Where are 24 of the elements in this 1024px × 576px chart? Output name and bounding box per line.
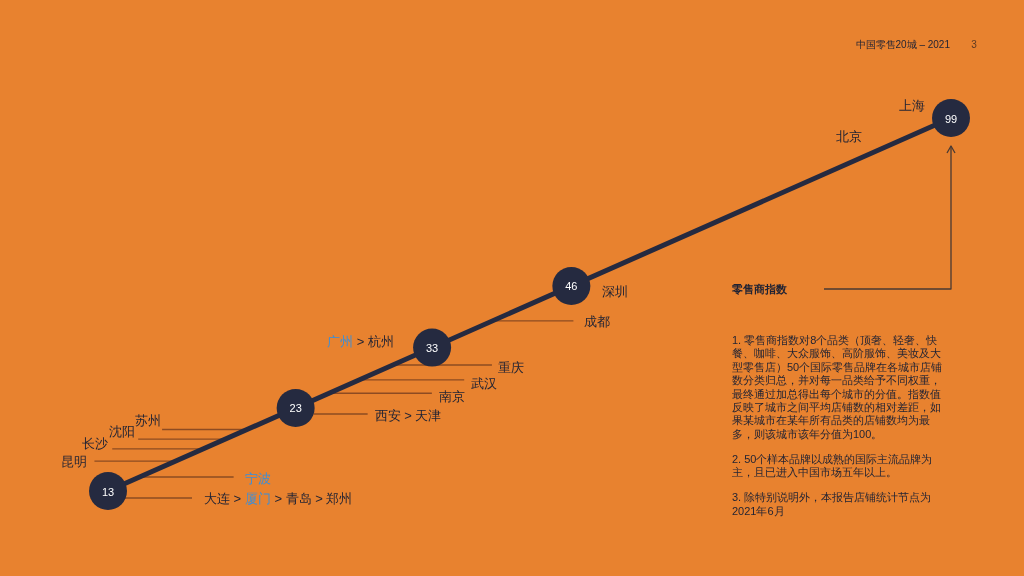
category-label: 苏州 <box>135 412 162 428</box>
data-label: 33 <box>425 342 439 355</box>
category-label: 上海 <box>899 97 925 113</box>
category-label: 南京 <box>438 388 465 404</box>
notes: 1. 零售商指数对8个品类（顶奢、轻奢、快餐、咖啡、大众服饰、高阶服饰、美妆及大型零售店）50个国际零售品牌在各城市店铺数分类归总，并对每一品类给予不同权重，最终通过加总得出每个城市的分值。指数值反映了城市之间平均店铺数的相对差距，如果某城市在某年所有品类的店铺数均为最多，则该城市该年分值为100。 2. 50个样本品牌以成熟的国际主流品牌为主，且已进入中国市场五年以上。 3. 除特别说明外，本报告店铺统计节点为2021年6月 <box>732 334 944 519</box>
category-label: 北京 <box>836 128 863 144</box>
category-label: 长沙 <box>82 435 109 451</box>
title: 中国零售20城 – 2021 <box>855 38 950 50</box>
page-number: 3 <box>971 38 977 50</box>
data-label: 13 <box>101 485 115 498</box>
subtitle: 零售商指数 <box>732 283 787 295</box>
category-label: 武汉 <box>471 375 498 391</box>
data-label: 23 <box>289 402 302 415</box>
category-label: 沈阳 <box>109 423 136 439</box>
data-label: 46 <box>565 280 578 293</box>
category-label: 宁波 <box>244 470 271 486</box>
category-label: 成都 <box>584 313 611 329</box>
category-label: 昆明 <box>61 453 88 469</box>
data-label: 99 <box>944 112 958 125</box>
category-label: 广州 > 杭州 <box>327 333 395 349</box>
category-label: 西安 > 天津 <box>374 407 442 423</box>
category-label: 重庆 <box>497 359 524 375</box>
category-label: 深圳 <box>602 283 629 299</box>
category-label: 大连 > 厦门 > 青岛 > 郑州 <box>204 490 353 506</box>
